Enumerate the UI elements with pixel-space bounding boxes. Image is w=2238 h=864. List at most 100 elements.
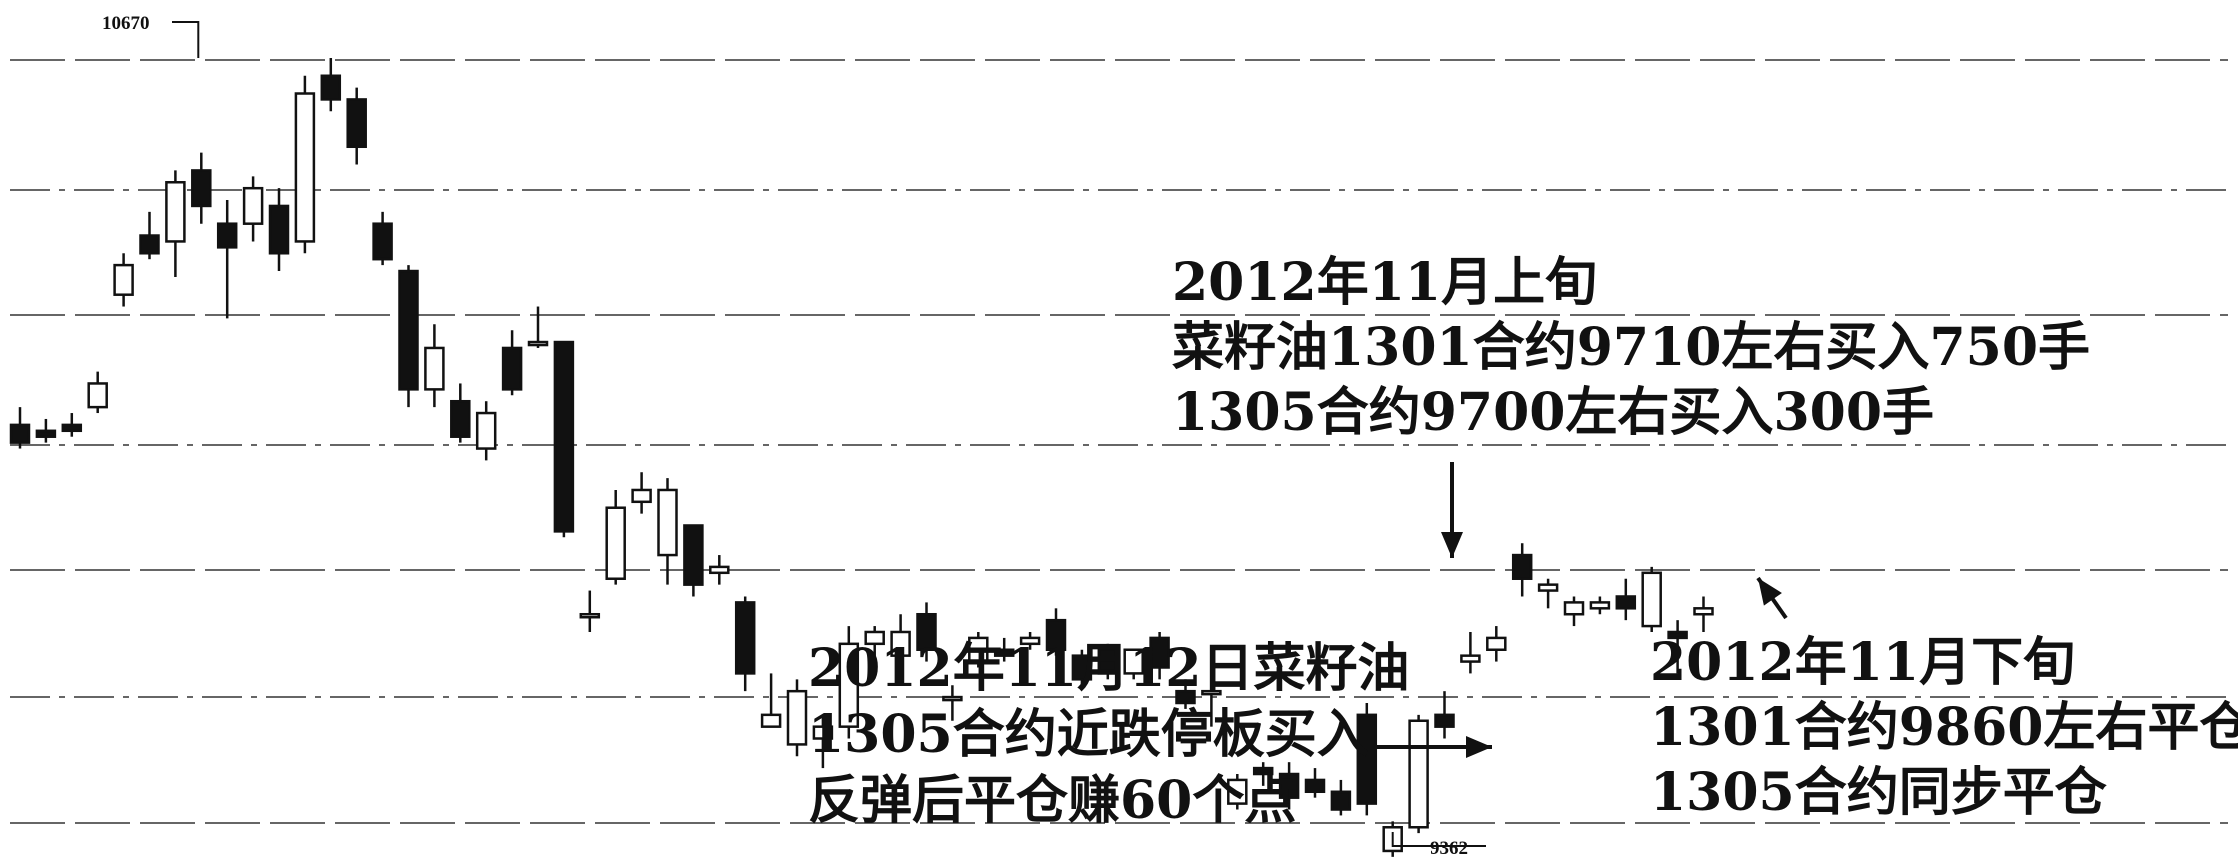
candle-body-down — [1045, 618, 1067, 651]
candle-body-up — [1019, 636, 1041, 646]
candle — [1693, 596, 1714, 632]
candle-body-down — [1252, 766, 1274, 776]
candle — [9, 407, 31, 449]
candle — [631, 472, 652, 514]
candle-body-up — [475, 411, 497, 450]
candle — [1589, 596, 1611, 615]
candle-body-down — [450, 399, 471, 438]
close-note-line-2: 1301合约9860左右平仓 — [1650, 697, 2238, 758]
limit-down-note-line-3: 反弹后平仓赚60个点 — [808, 770, 1296, 831]
candle — [501, 330, 523, 396]
candle-body-up — [631, 488, 652, 504]
candle-body-up — [87, 382, 108, 409]
candle — [242, 176, 264, 242]
candle-body-down — [35, 429, 57, 438]
candle-body-up — [165, 181, 186, 243]
annotations: 2012年11月上旬 菜籽油1301合约9710左右买入750手 1305合约9… — [808, 252, 2238, 831]
candle-body-up — [113, 263, 134, 296]
candle-body-down — [1667, 630, 1688, 640]
candle-body-up — [1227, 778, 1248, 805]
candle — [1097, 643, 1119, 680]
candle-body-up — [579, 612, 601, 619]
candle-body-down — [1330, 790, 1352, 811]
candle — [1045, 608, 1067, 656]
close-note-line-1: 2012年11月下旬 — [1650, 632, 2075, 693]
candle-body-down — [139, 234, 160, 255]
buy-note-line-1: 2012年11月上旬 — [1172, 252, 1597, 313]
candle-body-down — [61, 423, 83, 433]
low-tick-label: 9362 — [1430, 838, 1468, 859]
candle-body-down — [1149, 636, 1170, 669]
candle-body-down — [993, 648, 1015, 657]
candle-body-down — [1356, 713, 1378, 805]
candle — [1149, 631, 1170, 680]
candle-body-up — [890, 630, 911, 657]
candle — [372, 211, 393, 266]
candle — [786, 679, 808, 757]
candle — [1019, 631, 1041, 650]
candle-body-down — [1615, 595, 1637, 610]
candle — [1356, 703, 1378, 816]
candle — [1537, 578, 1559, 609]
candle-body-down — [1175, 689, 1196, 705]
buy-note-arrow-head — [1441, 532, 1463, 558]
high-tick-label: 10670 — [102, 13, 150, 34]
candle-body-down — [216, 222, 238, 249]
candle-body-up — [786, 689, 808, 746]
candle-body-up — [294, 92, 316, 243]
candle — [1563, 596, 1585, 627]
candle-body-up — [864, 630, 885, 646]
limit-down-note-line-2: 1305合约近跌停板买入 — [808, 704, 1369, 765]
candle-body-down — [346, 98, 367, 149]
candle-body-down — [268, 204, 290, 255]
candle-body-down — [1511, 553, 1533, 580]
candle — [657, 478, 678, 585]
candle — [683, 524, 704, 597]
candle-body-up — [242, 186, 264, 225]
candle — [1615, 578, 1637, 621]
candle-body-up — [1563, 601, 1585, 616]
close-note-line-3: 1305合约同步平仓 — [1650, 762, 2108, 823]
candle — [320, 58, 342, 112]
candle — [1227, 774, 1248, 810]
candle — [553, 340, 575, 538]
candle-body-up — [1201, 689, 1222, 696]
candle — [709, 555, 730, 585]
annotation-arrows — [1376, 462, 1788, 758]
candle — [1278, 762, 1300, 810]
candle — [35, 418, 57, 443]
candle-body-up — [1589, 601, 1611, 610]
candle-body-up — [760, 713, 782, 728]
candle — [216, 200, 238, 319]
high-leader-line — [172, 21, 200, 58]
candle-body-down — [734, 601, 756, 675]
candle-body-up — [1486, 636, 1507, 651]
candle — [527, 306, 549, 348]
candle-body-up — [424, 346, 445, 391]
candle — [113, 253, 134, 307]
candle-body-up — [605, 506, 626, 580]
candle — [191, 152, 212, 224]
candle — [1511, 543, 1533, 597]
candle — [1408, 714, 1429, 834]
candle — [268, 188, 290, 272]
candle-body-up — [1537, 583, 1559, 592]
candle — [864, 626, 885, 668]
candle — [450, 383, 471, 443]
grid-lines — [10, 59, 2228, 824]
candle-body-up — [812, 725, 834, 740]
close-note-arrow-head — [1758, 578, 1782, 606]
candle — [993, 637, 1015, 662]
candle — [1486, 626, 1507, 662]
candles — [9, 58, 1714, 857]
candle — [579, 590, 601, 632]
candle — [87, 371, 108, 414]
candle — [916, 602, 937, 662]
candle-body-up — [1123, 648, 1144, 675]
candle — [734, 596, 756, 692]
candle-body-up — [657, 488, 678, 557]
candle-body-down — [1434, 713, 1455, 728]
candle — [424, 324, 445, 408]
buy-note-line-2: 菜籽油1301合约9710左右买入750手 — [1172, 317, 2090, 378]
candle — [942, 685, 963, 721]
